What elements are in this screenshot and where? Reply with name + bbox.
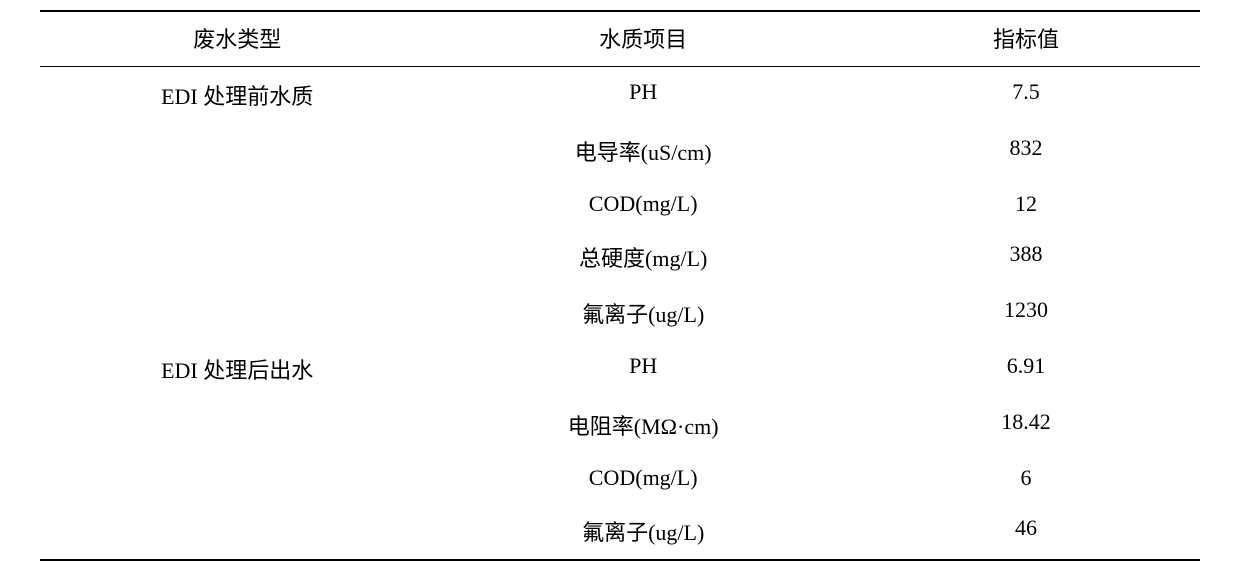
table-row: 总硬度(mg/L) 388 <box>40 229 1200 285</box>
cell-param: 电阻率(MΩ·cm) <box>434 397 852 453</box>
table-row: EDI 处理前水质 PH 7.5 <box>40 67 1200 124</box>
cell-empty <box>40 503 434 560</box>
cell-param: PH <box>434 67 852 124</box>
cell-empty <box>40 179 434 229</box>
cell-empty <box>40 123 434 179</box>
cell-value: 46 <box>852 503 1200 560</box>
cell-value: 6.91 <box>852 341 1200 397</box>
cell-value: 388 <box>852 229 1200 285</box>
group-label: EDI 处理后出水 <box>40 341 434 397</box>
cell-empty <box>40 285 434 341</box>
table-row: EDI 处理后出水 PH 6.91 <box>40 341 1200 397</box>
cell-value: 12 <box>852 179 1200 229</box>
cell-param: 总硬度(mg/L) <box>434 229 852 285</box>
table-row: 氟离子(ug/L) 1230 <box>40 285 1200 341</box>
table-row: COD(mg/L) 6 <box>40 453 1200 503</box>
cell-param: COD(mg/L) <box>434 179 852 229</box>
table-row: 氟离子(ug/L) 46 <box>40 503 1200 560</box>
col-header-type: 废水类型 <box>40 11 434 67</box>
table-row: 电阻率(MΩ·cm) 18.42 <box>40 397 1200 453</box>
cell-value: 6 <box>852 453 1200 503</box>
cell-value: 1230 <box>852 285 1200 341</box>
cell-param: PH <box>434 341 852 397</box>
group-label: EDI 处理前水质 <box>40 67 434 124</box>
water-quality-table: 废水类型 水质项目 指标值 EDI 处理前水质 PH 7.5 电导率(uS/cm… <box>40 10 1200 561</box>
cell-param: 氟离子(ug/L) <box>434 285 852 341</box>
table-row: 电导率(uS/cm) 832 <box>40 123 1200 179</box>
cell-empty <box>40 397 434 453</box>
cell-param: COD(mg/L) <box>434 453 852 503</box>
col-header-value: 指标值 <box>852 11 1200 67</box>
cell-empty <box>40 229 434 285</box>
col-header-param: 水质项目 <box>434 11 852 67</box>
cell-value: 7.5 <box>852 67 1200 124</box>
water-quality-table-container: 废水类型 水质项目 指标值 EDI 处理前水质 PH 7.5 电导率(uS/cm… <box>0 0 1240 525</box>
cell-value: 832 <box>852 123 1200 179</box>
table-row: COD(mg/L) 12 <box>40 179 1200 229</box>
cell-empty <box>40 453 434 503</box>
table-header-row: 废水类型 水质项目 指标值 <box>40 11 1200 67</box>
cell-value: 18.42 <box>852 397 1200 453</box>
cell-param: 氟离子(ug/L) <box>434 503 852 560</box>
cell-param: 电导率(uS/cm) <box>434 123 852 179</box>
